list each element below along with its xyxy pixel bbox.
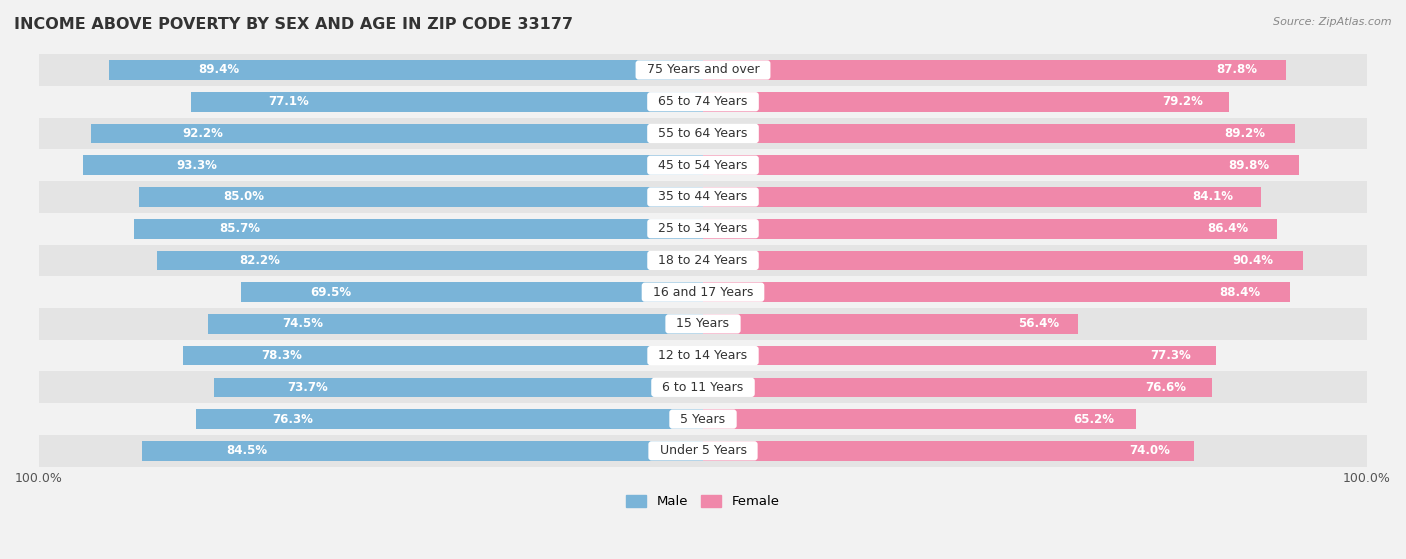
Bar bbox=[703, 346, 1216, 366]
Text: INCOME ABOVE POVERTY BY SEX AND AGE IN ZIP CODE 33177: INCOME ABOVE POVERTY BY SEX AND AGE IN Z… bbox=[14, 17, 574, 32]
Bar bbox=[32, 181, 1374, 213]
Text: 82.2%: 82.2% bbox=[239, 254, 280, 267]
Text: 25 to 34 Years: 25 to 34 Years bbox=[651, 222, 755, 235]
Bar bbox=[32, 435, 1374, 467]
Text: 77.1%: 77.1% bbox=[267, 95, 308, 108]
Text: 74.5%: 74.5% bbox=[283, 318, 323, 330]
Bar bbox=[32, 340, 1374, 372]
Bar bbox=[110, 60, 703, 80]
Text: 86.4%: 86.4% bbox=[1206, 222, 1249, 235]
Text: 79.2%: 79.2% bbox=[1161, 95, 1202, 108]
Bar bbox=[703, 441, 1195, 461]
Bar bbox=[703, 124, 1295, 143]
Bar bbox=[703, 187, 1261, 207]
Text: 87.8%: 87.8% bbox=[1216, 64, 1257, 77]
Bar bbox=[183, 346, 703, 366]
Bar bbox=[197, 409, 703, 429]
Bar bbox=[703, 60, 1286, 80]
Text: 85.0%: 85.0% bbox=[224, 191, 264, 203]
Bar bbox=[703, 219, 1277, 239]
Bar bbox=[32, 54, 1374, 86]
Text: 92.2%: 92.2% bbox=[183, 127, 224, 140]
Text: 75 Years and over: 75 Years and over bbox=[638, 64, 768, 77]
Text: 69.5%: 69.5% bbox=[311, 286, 352, 299]
Text: Under 5 Years: Under 5 Years bbox=[651, 444, 755, 457]
Text: 73.7%: 73.7% bbox=[287, 381, 328, 394]
Bar bbox=[32, 372, 1374, 403]
Bar bbox=[242, 282, 703, 302]
Bar bbox=[703, 377, 1212, 397]
Bar bbox=[703, 409, 1136, 429]
Bar bbox=[703, 250, 1303, 270]
Text: 89.8%: 89.8% bbox=[1229, 159, 1270, 172]
Text: 89.2%: 89.2% bbox=[1225, 127, 1265, 140]
Text: 84.1%: 84.1% bbox=[1192, 191, 1233, 203]
Bar bbox=[134, 219, 703, 239]
Text: 74.0%: 74.0% bbox=[1129, 444, 1170, 457]
Bar bbox=[32, 149, 1374, 181]
Bar bbox=[142, 441, 703, 461]
Text: 90.4%: 90.4% bbox=[1232, 254, 1274, 267]
Text: 93.3%: 93.3% bbox=[176, 159, 218, 172]
Text: 76.3%: 76.3% bbox=[273, 413, 314, 425]
Text: 5 Years: 5 Years bbox=[672, 413, 734, 425]
Bar bbox=[32, 86, 1374, 117]
Text: 56.4%: 56.4% bbox=[1018, 318, 1059, 330]
Bar bbox=[91, 124, 703, 143]
Bar bbox=[703, 92, 1229, 112]
Text: 77.3%: 77.3% bbox=[1150, 349, 1191, 362]
Bar bbox=[214, 377, 703, 397]
Bar bbox=[703, 155, 1299, 175]
Legend: Male, Female: Male, Female bbox=[621, 490, 785, 514]
Bar bbox=[32, 276, 1374, 308]
Bar bbox=[83, 155, 703, 175]
Text: 16 and 17 Years: 16 and 17 Years bbox=[645, 286, 761, 299]
Bar bbox=[703, 314, 1077, 334]
Text: 35 to 44 Years: 35 to 44 Years bbox=[651, 191, 755, 203]
Text: Source: ZipAtlas.com: Source: ZipAtlas.com bbox=[1274, 17, 1392, 27]
Text: 84.5%: 84.5% bbox=[226, 444, 267, 457]
Bar bbox=[32, 117, 1374, 149]
Bar bbox=[32, 244, 1374, 276]
Text: 45 to 54 Years: 45 to 54 Years bbox=[651, 159, 755, 172]
Text: 88.4%: 88.4% bbox=[1219, 286, 1261, 299]
Text: 85.7%: 85.7% bbox=[219, 222, 260, 235]
Bar bbox=[703, 282, 1291, 302]
Text: 12 to 14 Years: 12 to 14 Years bbox=[651, 349, 755, 362]
Text: 78.3%: 78.3% bbox=[262, 349, 302, 362]
Text: 18 to 24 Years: 18 to 24 Years bbox=[651, 254, 755, 267]
Bar bbox=[32, 403, 1374, 435]
Bar bbox=[32, 213, 1374, 244]
Text: 65 to 74 Years: 65 to 74 Years bbox=[651, 95, 755, 108]
Text: 89.4%: 89.4% bbox=[198, 64, 239, 77]
Text: 15 Years: 15 Years bbox=[668, 318, 738, 330]
Bar bbox=[32, 308, 1374, 340]
Bar bbox=[157, 250, 703, 270]
Bar bbox=[191, 92, 703, 112]
Text: 55 to 64 Years: 55 to 64 Years bbox=[651, 127, 755, 140]
Text: 76.6%: 76.6% bbox=[1146, 381, 1187, 394]
Text: 65.2%: 65.2% bbox=[1073, 413, 1115, 425]
Text: 6 to 11 Years: 6 to 11 Years bbox=[654, 381, 752, 394]
Bar bbox=[208, 314, 703, 334]
Bar bbox=[139, 187, 703, 207]
